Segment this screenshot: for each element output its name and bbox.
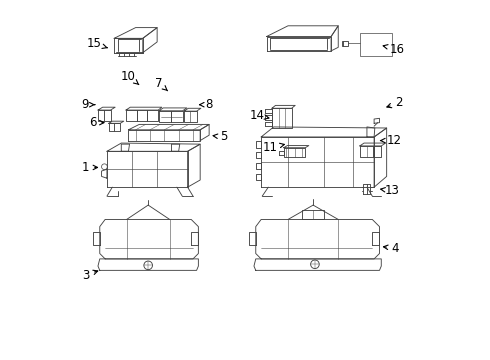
Text: 15: 15 bbox=[87, 37, 107, 50]
Text: 10: 10 bbox=[121, 69, 139, 85]
Text: 14: 14 bbox=[250, 109, 269, 122]
Text: 7: 7 bbox=[155, 77, 168, 91]
Text: 8: 8 bbox=[199, 98, 213, 111]
Text: 13: 13 bbox=[381, 184, 399, 197]
Text: 1: 1 bbox=[82, 161, 98, 174]
Bar bbox=[342, 41, 348, 45]
Text: 2: 2 bbox=[387, 96, 403, 109]
Text: 16: 16 bbox=[383, 42, 405, 55]
Text: 12: 12 bbox=[380, 134, 401, 147]
Text: 9: 9 bbox=[82, 98, 95, 111]
Bar bbox=[360, 33, 392, 56]
Text: 11: 11 bbox=[263, 141, 284, 154]
Text: 6: 6 bbox=[89, 116, 104, 129]
Text: 3: 3 bbox=[82, 269, 98, 282]
Text: 5: 5 bbox=[213, 130, 227, 144]
Text: 4: 4 bbox=[384, 242, 399, 255]
